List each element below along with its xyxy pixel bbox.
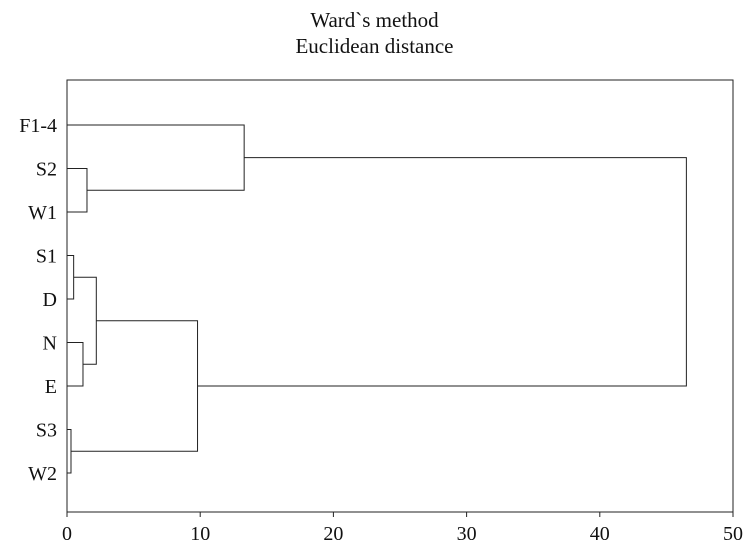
leaf-label: E [45,376,57,398]
x-tick-label: 40 [590,523,610,545]
x-tick-label: 50 [723,523,743,545]
x-tick-label: 10 [190,523,210,545]
dendrogram-link [70,320,199,452]
leaf-label: W2 [28,463,57,485]
leaf-labels: F1-4 S2 W1 S1 DNE S3 W2 [19,115,57,485]
dendrogram-links [67,124,687,474]
leaf-label: W1 [28,202,57,224]
dendrogram-link [67,255,75,300]
dendrogram-link [67,429,72,474]
dendrogram-link [67,168,88,213]
leaf-label: D [43,289,57,311]
leaf-label: S3 [36,420,57,442]
leaf-label: N [43,333,57,355]
dendrogram-link [67,124,245,191]
leaf-label: S1 [36,246,57,268]
dendrogram-link [67,342,84,387]
x-tick-label: 30 [457,523,477,545]
dendrogram-link [73,276,97,365]
leaf-label: S2 [36,159,57,181]
chart-subtitle: Euclidean distance [295,34,454,58]
leaf-label: F1-4 [19,115,57,137]
x-axis-ticks: 0 10 20 30 40 50 [62,512,743,545]
x-tick-label: 0 [62,523,72,545]
chart-title: Ward`s method [310,8,439,32]
dendrogram-link [197,157,687,387]
x-tick-label: 20 [323,523,343,545]
plot-frame [66,79,734,513]
